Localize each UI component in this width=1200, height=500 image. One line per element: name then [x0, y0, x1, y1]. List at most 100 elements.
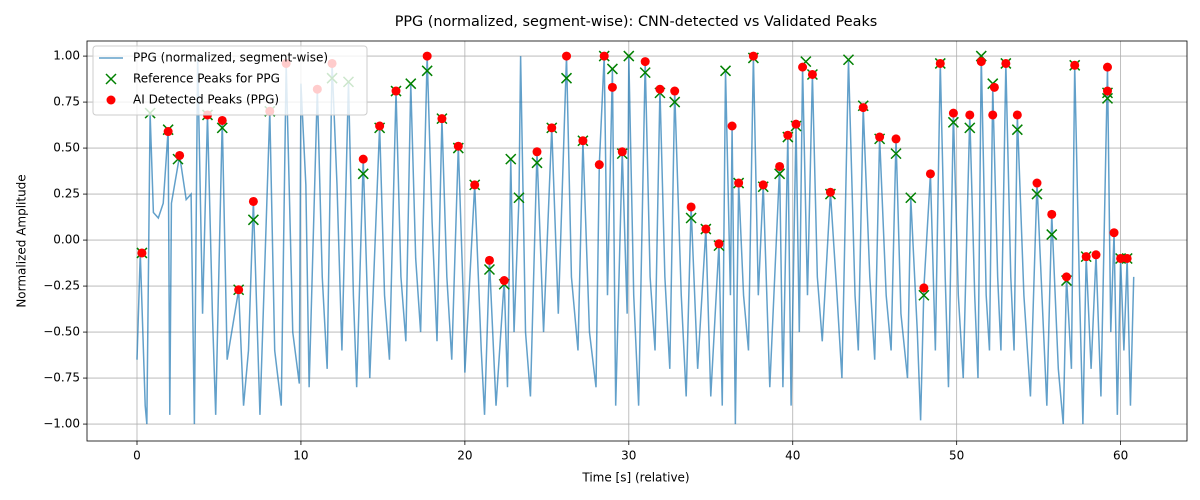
detected-peak: [617, 147, 627, 157]
reference-peak: [669, 96, 681, 108]
detected-peak: [727, 121, 737, 131]
detected-peak: [607, 82, 617, 92]
detected-peak: [758, 180, 768, 190]
detected-peak: [437, 114, 447, 124]
y-tick-label: 1.00: [53, 49, 80, 63]
detected-peak: [422, 51, 432, 61]
reference-peak: [623, 50, 635, 62]
detected-peak: [989, 82, 999, 92]
x-tick-label: 0: [133, 449, 141, 463]
detected-peak: [499, 276, 509, 286]
detected-peak: [234, 285, 244, 295]
detected-peak: [1012, 110, 1022, 120]
detected-peak: [875, 132, 885, 142]
detected-peak: [1122, 253, 1132, 263]
legend-label: Reference Peaks for PPG: [133, 72, 280, 86]
detected-peak: [163, 127, 173, 137]
chart-title: PPG (normalized, segment-wise): CNN-dete…: [395, 14, 878, 30]
detected-peak: [948, 108, 958, 118]
detected-peak: [734, 178, 744, 188]
reference-peak: [606, 63, 618, 75]
reference-peak: [719, 65, 732, 77]
detected-peak: [655, 84, 665, 94]
detected-peak: [976, 57, 986, 67]
reference-peak: [964, 122, 976, 134]
legend-label: AI Detected Peaks (PPG): [133, 93, 279, 107]
reference-peak: [483, 263, 495, 276]
detected-peak: [547, 123, 557, 133]
detected-peak: [175, 150, 185, 160]
reference-peak: [905, 192, 917, 204]
detected-peak: [798, 62, 808, 72]
detected-peak: [562, 51, 572, 61]
detected-peak: [1091, 250, 1101, 260]
legend-marker: [106, 95, 116, 105]
legend-box: [92, 45, 368, 116]
x-tick-label: 30: [621, 449, 636, 463]
reference-peak: [1011, 124, 1023, 136]
detected-peak: [578, 136, 588, 146]
detected-peak: [965, 110, 975, 120]
y-axis-label: Normalized Amplitude: [15, 174, 29, 307]
detected-peak: [217, 115, 227, 125]
detected-peak: [775, 161, 785, 171]
reference-peak: [560, 72, 573, 84]
detected-peak: [791, 119, 801, 129]
detected-peak: [686, 202, 696, 212]
reference-peak: [421, 65, 433, 77]
detected-peak: [783, 130, 793, 140]
y-tick-label: −0.25: [43, 279, 80, 293]
detected-peak: [532, 147, 542, 157]
detected-peak: [714, 239, 724, 249]
detected-peak: [807, 69, 817, 79]
detected-peak: [1062, 272, 1072, 282]
y-tick-label: 0.00: [53, 233, 80, 247]
detected-peak: [137, 248, 147, 258]
plot-frame: [86, 40, 1188, 442]
reference-peak: [1046, 229, 1058, 241]
reference-peak: [890, 148, 902, 160]
reference-peak: [947, 116, 959, 128]
detected-peak: [470, 180, 480, 190]
reference-peak: [639, 67, 651, 79]
detected-peak: [453, 141, 463, 151]
legend: PPG (normalized, segment-wise) Reference …: [92, 45, 368, 116]
reference-peak: [1031, 188, 1043, 200]
detected-peak: [1001, 58, 1011, 68]
x-axis-label: Time [s] (relative): [581, 471, 689, 485]
detected-peak: [248, 196, 258, 206]
x-tick-label: 20: [457, 449, 472, 463]
y-tick-label: −1.00: [43, 417, 80, 431]
legend-marker: [105, 73, 117, 85]
y-tick-label: −0.50: [43, 325, 80, 339]
x-tick-label: 10: [293, 449, 308, 463]
reference-peak: [357, 168, 369, 180]
detected-peak: [891, 134, 901, 144]
legend-label: PPG (normalized, segment-wise): [133, 51, 328, 65]
detected-peak: [484, 255, 494, 265]
detected-peak: [640, 57, 650, 67]
detected-peak: [1102, 86, 1112, 96]
reference-peak: [505, 153, 517, 165]
reference-peak: [685, 212, 697, 224]
detected-peak: [701, 224, 711, 234]
reference-peak: [247, 214, 259, 226]
detected-peak: [1116, 253, 1126, 263]
reference-peak: [405, 78, 417, 90]
y-tick-label: 0.75: [53, 95, 80, 109]
detected-peak: [858, 103, 868, 113]
detected-peak: [599, 51, 609, 61]
y-tick-label: −0.75: [43, 371, 80, 385]
y-tick-label: 0.50: [53, 141, 80, 155]
reference-peak: [531, 157, 543, 169]
detected-peak: [919, 283, 929, 293]
detected-peak: [988, 110, 998, 120]
detected-peak: [1081, 252, 1091, 262]
detected-peak: [1047, 209, 1057, 219]
detected-peak: [358, 154, 368, 164]
x-tick-label: 50: [949, 449, 964, 463]
ppg-line: [136, 56, 1135, 425]
detected-peak: [1109, 228, 1119, 238]
detected-peak: [748, 51, 758, 61]
